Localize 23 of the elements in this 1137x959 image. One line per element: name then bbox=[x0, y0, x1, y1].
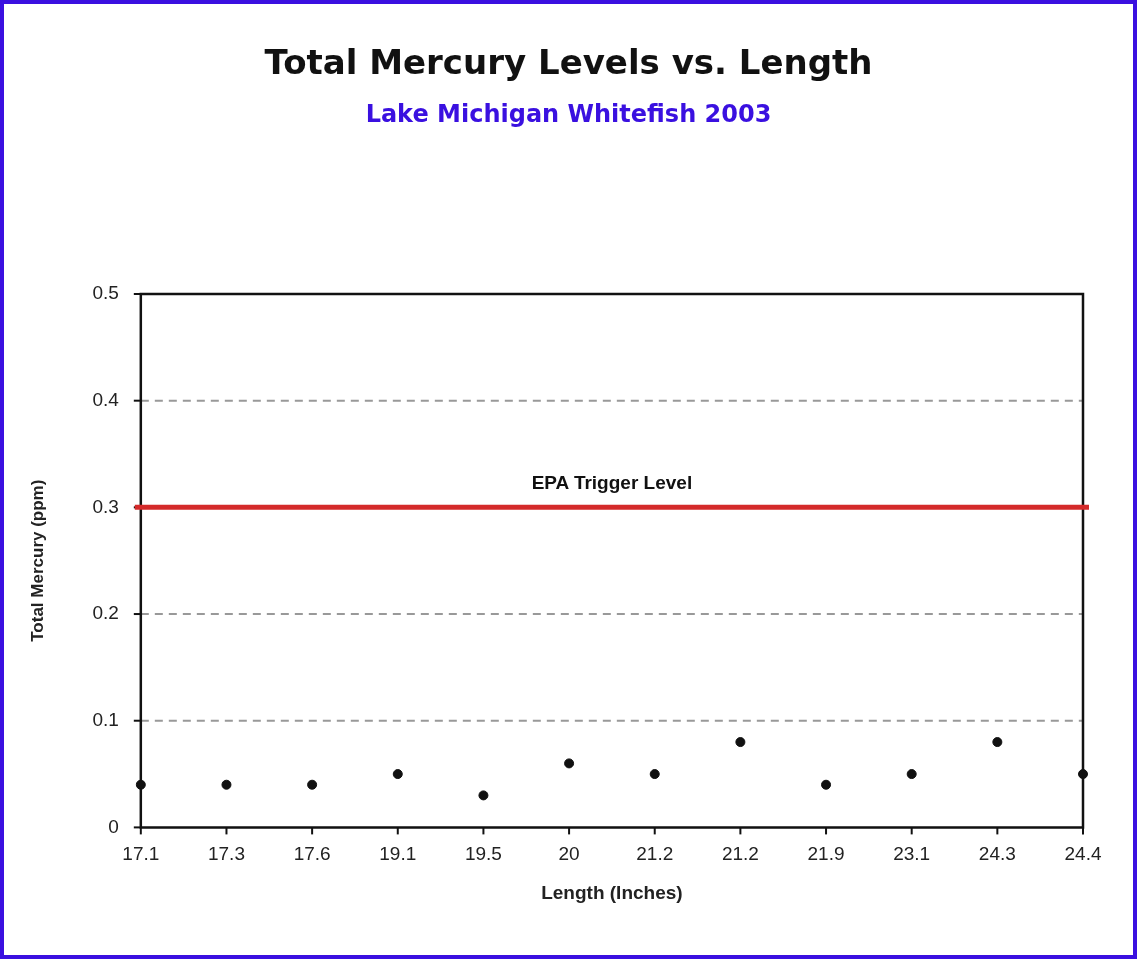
x-tick-label: 24.3 bbox=[978, 843, 1016, 865]
y-tick-label: 0.5 bbox=[92, 282, 119, 304]
ref-line-label: EPA Trigger Level bbox=[531, 472, 693, 494]
y-tick-label: 0.4 bbox=[92, 388, 120, 410]
x-tick-label: 19.5 bbox=[464, 843, 502, 865]
y-tick-label: 0 bbox=[108, 815, 119, 837]
chart-subtitle: Lake Michigan Whitefish 2003 bbox=[364, 100, 773, 128]
x-tick-label: 21.2 bbox=[636, 843, 674, 865]
x-tick-label: 17.3 bbox=[207, 843, 245, 865]
x-tick-label: 17.6 bbox=[293, 843, 331, 865]
x-axis-title: Length (Inches) bbox=[541, 881, 683, 903]
y-tick-label: 0.1 bbox=[92, 708, 119, 730]
x-tick-label: 24.4 bbox=[1064, 843, 1102, 865]
x-tick-label: 23.1 bbox=[893, 843, 931, 865]
y-tick-label: 0.2 bbox=[92, 602, 119, 624]
x-tick-label: 21.9 bbox=[807, 843, 845, 865]
x-tick-label: 17.1 bbox=[122, 843, 160, 865]
x-tick-label: 21.2 bbox=[721, 843, 759, 865]
y-axis-title: Total Mercury (ppm) bbox=[27, 479, 47, 642]
x-tick-label: 19.1 bbox=[379, 843, 417, 865]
chart-title: Total Mercury Levels vs. Length bbox=[263, 42, 874, 82]
x-tick-label: 20 bbox=[558, 843, 580, 865]
y-tick-label: 0.3 bbox=[92, 495, 119, 517]
